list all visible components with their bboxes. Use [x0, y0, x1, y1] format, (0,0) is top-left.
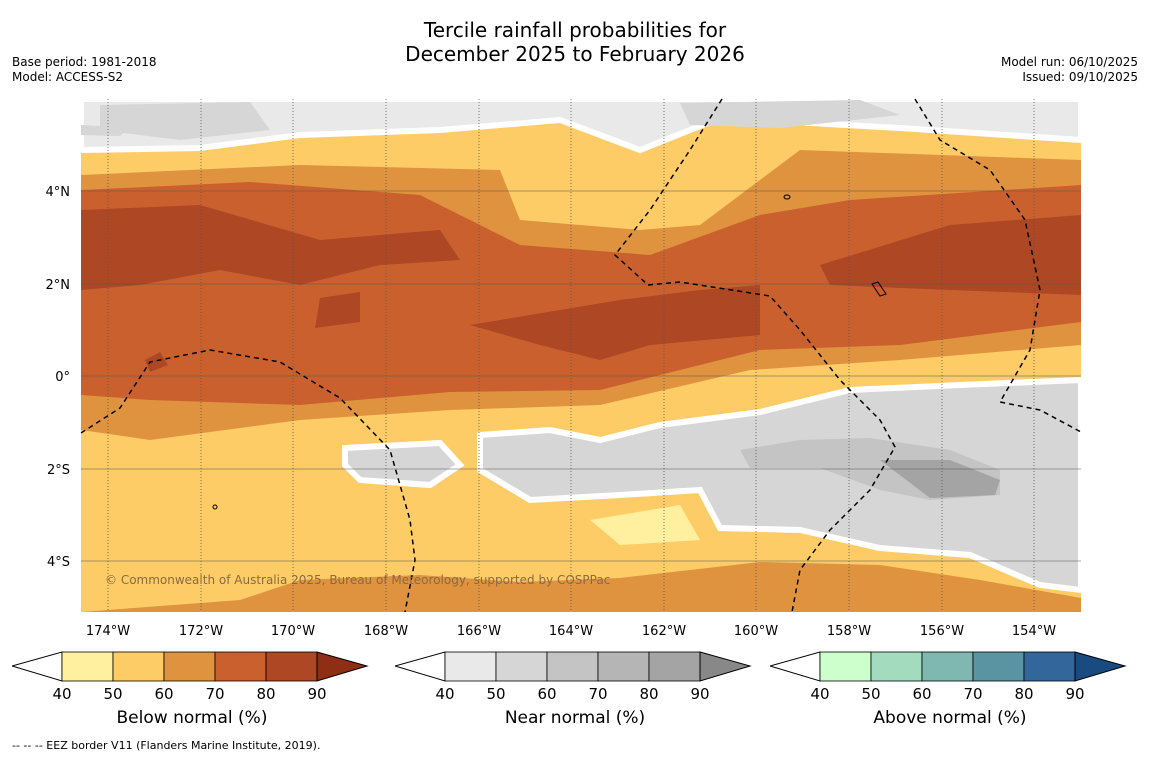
meta-left: Base period: 1981-2018 Model: ACCESS-S2	[12, 55, 157, 85]
base-period: Base period: 1981-2018	[12, 55, 157, 69]
colorbar-swatch	[1023, 651, 1076, 682]
colorbar-title: Above normal (%)	[873, 708, 1027, 728]
lat-label: 2°S	[47, 463, 70, 478]
colorbar-tick-label: 90	[690, 685, 709, 703]
colorbar-swatch	[61, 651, 114, 682]
lon-label: 172°W	[179, 624, 223, 639]
colorbar-over-triangle	[1074, 651, 1127, 682]
field-near-50-c	[680, 100, 900, 128]
lon-label: 158°W	[827, 624, 871, 639]
colorbar-tick-label: 50	[486, 685, 505, 703]
chart-title: Tercile rainfall probabilities for Decem…	[0, 18, 1150, 66]
colorbar-over-triangle	[699, 651, 752, 682]
field-below-80	[81, 182, 1081, 405]
lon-label: 174°W	[86, 624, 130, 639]
lon-label: 160°W	[734, 624, 778, 639]
lon-axis: 174°W 172°W 170°W 168°W 166°W 164°W 162°W 160°W…	[86, 624, 1056, 639]
colorbar-tick-label: 70	[588, 685, 607, 703]
field-near-south	[477, 376, 1081, 594]
colorbar-swatch	[495, 651, 548, 682]
colorbar-tick-label: 80	[1014, 685, 1033, 703]
colorbar-swatch	[112, 651, 165, 682]
lon-label: 166°W	[457, 624, 501, 639]
colorbar-tick-label: 80	[256, 685, 275, 703]
probability-field	[81, 99, 1081, 612]
islands	[212, 194, 887, 510]
copyright-text: © Commonwealth of Australia 2025, Bureau…	[105, 573, 610, 587]
colorbar-tick-label: 50	[103, 685, 122, 703]
colorbar-tick-label: 40	[435, 685, 454, 703]
colorbar-swatch	[921, 651, 974, 682]
colorbar-swatch	[546, 651, 599, 682]
lat-axis: 4°N 2°N 0° 2°S 4°S	[46, 185, 71, 570]
colorbar-title: Near normal (%)	[504, 708, 646, 728]
lon-label: 156°W	[920, 624, 964, 639]
issued-date: Issued: 09/10/2025	[1022, 70, 1138, 84]
field-below-90-b	[820, 215, 1081, 295]
lon-label: 170°W	[271, 624, 315, 639]
colorbar-under-triangle	[395, 651, 446, 682]
lon-label: 168°W	[364, 624, 408, 639]
colorbar-swatch	[648, 651, 701, 682]
field-near-80	[880, 460, 1000, 498]
colorbar-swatch	[163, 651, 216, 682]
colorbar-2: 40 50 60 70 80 90	[395, 651, 752, 703]
colorbar-1: 40 50 60 70 80 90	[12, 651, 369, 703]
lon-label: 154°W	[1012, 624, 1056, 639]
colorbar-title: Below normal (%)	[116, 708, 268, 728]
colorbar-tick-label: 40	[52, 685, 71, 703]
lat-label: 2°N	[46, 278, 71, 293]
lat-lines	[81, 190, 1081, 562]
colorbar-tick-label: 60	[154, 685, 173, 703]
colorbar-swatch	[819, 651, 872, 682]
field-below-90-e	[145, 352, 168, 372]
colorbar-swatch	[972, 651, 1025, 682]
colorbar-tick-label: 90	[1065, 685, 1084, 703]
lon-label: 164°W	[549, 624, 593, 639]
colorbar-under-triangle	[770, 651, 821, 682]
colorbar-swatch	[265, 651, 318, 682]
field-below-90-a	[81, 205, 460, 290]
eez-footnote: -- -- -- EEZ border V11 (Flanders Marine…	[12, 739, 321, 752]
colorbar-tick-label: 60	[537, 685, 556, 703]
field-below-90-c	[315, 292, 360, 328]
eez-borders	[80, 98, 1082, 613]
colorbar-tick-label: 40	[810, 685, 829, 703]
model-run: Model run: 06/10/2025	[1000, 55, 1138, 69]
field-below-90-d	[470, 285, 760, 360]
field-near-50-b	[100, 102, 270, 140]
colorbar-over-triangle	[316, 651, 369, 682]
lat-label: 0°	[55, 370, 70, 385]
colorbar-tick-label: 70	[963, 685, 982, 703]
title-line-1: Tercile rainfall probabilities for	[423, 18, 727, 42]
field-near-west	[342, 439, 465, 489]
colorbar-under-triangle	[12, 651, 63, 682]
lon-label: 162°W	[642, 624, 686, 639]
colorbar-tick-label: 60	[912, 685, 931, 703]
model-name: Model: ACCESS-S2	[12, 70, 124, 84]
title-line-2: December 2025 to February 2026	[405, 42, 745, 66]
colorbar-tick-label: 50	[861, 685, 880, 703]
colorbar-swatch	[870, 651, 923, 682]
meta-right: Model run: 06/10/2025 Issued: 09/10/2025	[1001, 55, 1138, 85]
lat-label: 4°N	[46, 185, 71, 200]
field-below-70-south	[81, 562, 1081, 612]
lat-label: 4°S	[47, 555, 70, 570]
colorbar-swatch	[597, 651, 650, 682]
colorbar-tick-label: 80	[639, 685, 658, 703]
colorbar-3: 40 50 60 70 80 90	[770, 651, 1127, 703]
colorbar-swatch	[214, 651, 267, 682]
colorbar-tick-label: 70	[205, 685, 224, 703]
colorbar-swatch	[444, 651, 497, 682]
colorbar-tick-label: 90	[307, 685, 326, 703]
field-below-40-a	[590, 505, 700, 545]
